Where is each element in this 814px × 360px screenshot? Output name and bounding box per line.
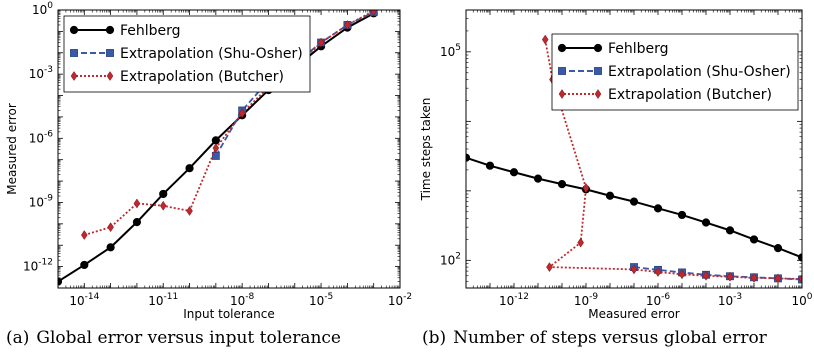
data-point — [133, 198, 141, 209]
data-point — [798, 273, 802, 284]
y-tick-label: 10-6 — [29, 129, 54, 145]
legend-marker — [70, 49, 78, 57]
x-axis-label: Input tolerance — [183, 307, 275, 321]
x-axis-label: Measured error — [588, 307, 680, 321]
data-point — [159, 189, 168, 199]
plot-frame — [57, 9, 401, 289]
data-point — [211, 136, 220, 145]
data-point — [509, 168, 519, 177]
data-point — [653, 204, 663, 213]
data-point — [582, 183, 590, 193]
data-point — [797, 253, 802, 262]
data-point — [629, 197, 639, 206]
data-point — [344, 19, 351, 30]
plot-area — [466, 34, 802, 284]
legend-marker — [557, 43, 567, 53]
data-point — [185, 164, 194, 173]
x-tick-label: 10-3 — [718, 292, 742, 308]
legend-marker — [106, 49, 114, 57]
data-point — [106, 243, 115, 252]
caption-a-text: Global error versus input tolerance — [36, 328, 341, 348]
data-point — [317, 37, 325, 48]
data-point — [605, 191, 615, 200]
legend-marker — [558, 89, 566, 99]
data-point — [678, 269, 686, 280]
legend-marker — [70, 71, 78, 81]
y-tick-label: 105 — [440, 43, 461, 59]
data-point — [212, 143, 220, 154]
chart-panel-1: 10-12 10-9 10-6 10-3 100 102 105 Measured error… — [419, 9, 813, 321]
data-point — [630, 264, 638, 275]
data-point — [546, 262, 553, 273]
data-point — [749, 235, 759, 244]
chart-panel-0: 10-14 10-11 10-8 10-5 10-2 10-12 10-9 10-6 10-3 1… — [5, 1, 412, 321]
data-point — [726, 271, 734, 282]
x-tick-label: 10-8 — [230, 292, 255, 308]
data-point — [541, 34, 549, 45]
y-axis-label: Measured error — [5, 103, 19, 195]
legend-marker — [594, 67, 602, 75]
x-tick-label: 10-6 — [646, 292, 671, 308]
legend-label: Extrapolation (Shu-Osher) — [608, 64, 791, 80]
y-tick-label: 10-9 — [29, 193, 54, 209]
data-point — [159, 200, 167, 211]
x-tick-label: 100 — [791, 292, 812, 308]
legend-label: Fehlberg — [120, 23, 181, 39]
caption-a-label: (a) — [6, 328, 30, 348]
data-point — [132, 218, 142, 227]
x-tick-label: 10-12 — [499, 292, 529, 308]
legend-label: Extrapolation (Butcher) — [120, 69, 284, 85]
y-tick-label: 10-3 — [29, 65, 53, 81]
x-tick-label: 10-11 — [148, 292, 178, 308]
data-point — [370, 10, 377, 16]
y-axis-label: Time steps taken — [419, 98, 433, 202]
data-point — [654, 267, 662, 277]
legend-label: Extrapolation (Shu-Osher) — [120, 46, 303, 62]
data-point — [701, 218, 711, 227]
legend-marker — [106, 71, 114, 81]
figure: 10-14 10-11 10-8 10-5 10-210-1210-910-610-31… — [5, 1, 813, 321]
legend-marker — [69, 25, 79, 35]
legend-marker — [105, 25, 115, 35]
x-tick-label: 10-14 — [69, 292, 99, 308]
legend-marker — [558, 67, 566, 75]
legend-label: Extrapolation (Butcher) — [608, 87, 772, 103]
data-point — [466, 153, 471, 162]
legend-label: Fehlberg — [608, 41, 669, 57]
data-point — [557, 180, 567, 189]
x-tick-label: 10-9 — [574, 292, 599, 308]
data-point — [80, 260, 89, 270]
x-tick-label: 10-5 — [309, 292, 333, 308]
data-point — [774, 273, 782, 284]
caption-b-text: Number of steps versus global error — [453, 328, 767, 348]
series-line-2 — [84, 10, 375, 236]
data-point — [702, 270, 710, 281]
data-point — [773, 244, 783, 253]
data-point — [485, 161, 495, 170]
data-point — [238, 108, 246, 119]
legend-marker — [593, 43, 603, 53]
data-point — [677, 210, 687, 220]
caption-a: (a) Global error versus input tolerance — [6, 328, 348, 348]
data-point — [533, 174, 543, 183]
legend: Fehlberg Extrapolation (Shu-Osher) Extrapo… — [551, 33, 799, 111]
plot-frame — [465, 9, 803, 289]
data-point — [725, 226, 735, 235]
data-point — [750, 272, 758, 283]
data-point — [81, 230, 88, 240]
caption-b: (b) Number of steps versus global error — [422, 328, 774, 348]
y-tick-label: 10-12 — [23, 258, 53, 274]
data-point — [577, 237, 584, 248]
caption-b-label: (b) — [422, 328, 447, 348]
data-point — [186, 206, 193, 216]
legend: Fehlberg Extrapolation (Shu-Osher) Extrapo… — [63, 15, 311, 93]
legend-marker — [594, 89, 602, 99]
data-point — [107, 222, 114, 233]
y-tick-label: 100 — [32, 1, 53, 17]
y-tick-label: 102 — [440, 251, 461, 267]
x-tick-label: 10-2 — [388, 292, 412, 308]
